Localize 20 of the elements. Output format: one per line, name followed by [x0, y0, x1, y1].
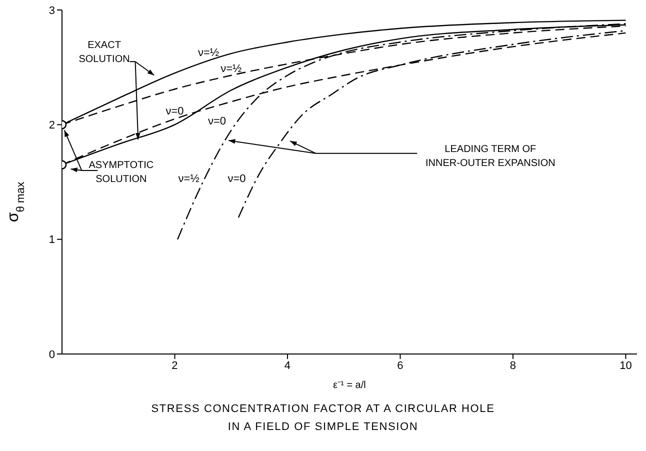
x-tick-label: 2 [172, 360, 178, 372]
x-tick-label: 10 [620, 360, 632, 372]
x-tick-label: 4 [284, 360, 291, 372]
y-tick-label: 3 [48, 4, 55, 17]
annotation: EXACT SOLUTION [78, 40, 130, 65]
series-label: ν=0 [208, 116, 226, 128]
series-label: ν=½ [178, 173, 200, 185]
x-axis-title: ε⁻¹ = a/l [333, 380, 366, 391]
y-tick-label: 1 [48, 234, 55, 246]
x-tick-label: 6 [397, 360, 404, 372]
y-tick-label: 0 [48, 348, 55, 361]
series-label: ν=0 [228, 173, 246, 185]
text: STRESS CONCENTRATION FACTOR AT A CIRCULAR HOLE IN A FIELD OF SIMPLE TENSION [150, 402, 496, 435]
annotation: LEADING TERM OF INNER-OUTER EXPANSION [426, 144, 556, 170]
y-tick-label: 2 [48, 120, 55, 132]
series-label: ν=½ [198, 46, 220, 59]
series-label: ν=½ [220, 62, 242, 75]
x-tick-label: 8 [510, 360, 516, 372]
series-label: ν=0 [166, 105, 184, 118]
annotation: ASYMPTOTIC SOLUTION [88, 160, 154, 186]
